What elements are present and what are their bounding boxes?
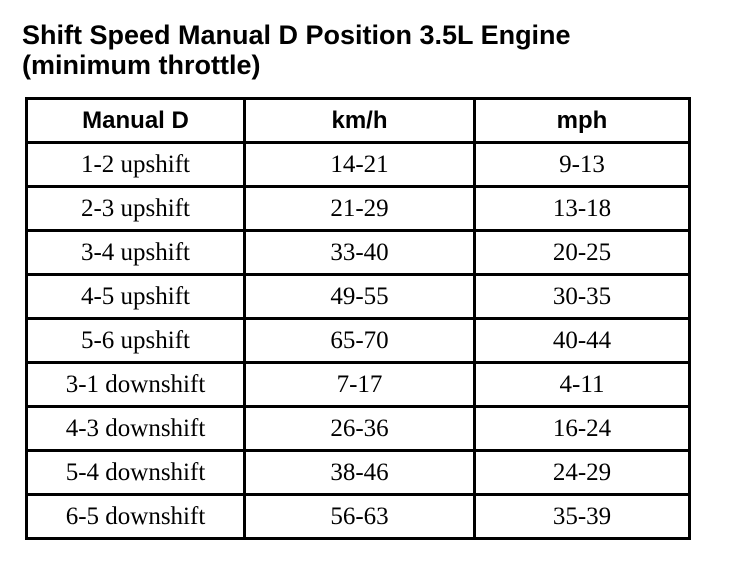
shift-speed-table: Manual D km/h mph 1-2 upshift 14-21 9-13… — [25, 97, 691, 540]
mph-value: 30-35 — [473, 273, 691, 320]
shift-label: 5-6 upshift — [25, 317, 246, 364]
mph-value: 40-44 — [473, 317, 691, 364]
table-row: 2-3 upshift 21-29 13-18 — [25, 185, 691, 232]
kmh-value: 7-17 — [243, 361, 476, 408]
table-row: 6-5 downshift 56-63 35-39 — [25, 493, 691, 540]
kmh-value: 65-70 — [243, 317, 476, 364]
kmh-value: 38-46 — [243, 449, 476, 496]
mph-value: 16-24 — [473, 405, 691, 452]
kmh-value: 49-55 — [243, 273, 476, 320]
table-row: 5-4 downshift 38-46 24-29 — [25, 449, 691, 496]
mph-value: 24-29 — [473, 449, 691, 496]
table-row: 4-5 upshift 49-55 30-35 — [25, 273, 691, 320]
mph-value: 4-11 — [473, 361, 691, 408]
kmh-value: 56-63 — [243, 493, 476, 540]
header-mph: mph — [473, 97, 691, 144]
mph-value: 9-13 — [473, 141, 691, 188]
shift-label: 3-1 downshift — [25, 361, 246, 408]
page-title-line1: Shift Speed Manual D Position 3.5L Engin… — [22, 20, 571, 50]
mph-value: 13-18 — [473, 185, 691, 232]
kmh-value: 21-29 — [243, 185, 476, 232]
shift-label: 3-4 upshift — [25, 229, 246, 276]
kmh-value: 14-21 — [243, 141, 476, 188]
page-title: Shift Speed Manual D Position 3.5L Engin… — [22, 20, 712, 80]
shift-label: 6-5 downshift — [25, 493, 246, 540]
shift-label: 5-4 downshift — [25, 449, 246, 496]
header-manual-d: Manual D — [25, 97, 246, 144]
header-kmh: km/h — [243, 97, 476, 144]
shift-label: 4-5 upshift — [25, 273, 246, 320]
shift-label: 2-3 upshift — [25, 185, 246, 232]
page-title-line2: (minimum throttle) — [22, 50, 261, 80]
kmh-value: 26-36 — [243, 405, 476, 452]
shift-label: 4-3 downshift — [25, 405, 246, 452]
table-row: 5-6 upshift 65-70 40-44 — [25, 317, 691, 364]
table-header-row: Manual D km/h mph — [25, 97, 691, 144]
table-row: 3-4 upshift 33-40 20-25 — [25, 229, 691, 276]
table-row: 4-3 downshift 26-36 16-24 — [25, 405, 691, 452]
shift-label: 1-2 upshift — [25, 141, 246, 188]
mph-value: 20-25 — [473, 229, 691, 276]
table-row: 1-2 upshift 14-21 9-13 — [25, 141, 691, 188]
table-row: 3-1 downshift 7-17 4-11 — [25, 361, 691, 408]
mph-value: 35-39 — [473, 493, 691, 540]
kmh-value: 33-40 — [243, 229, 476, 276]
